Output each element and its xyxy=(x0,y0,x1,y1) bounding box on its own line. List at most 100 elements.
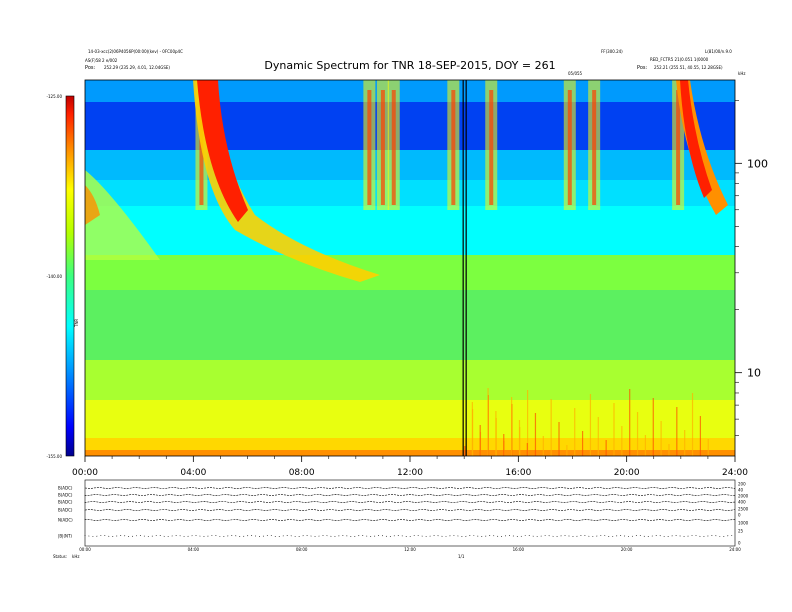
lower-x-tick-2: 08:00 xyxy=(296,547,308,552)
spike-25 xyxy=(660,421,662,456)
y-tick-label-10: 10 xyxy=(747,367,761,380)
spectrum-band-lightcyan xyxy=(85,150,735,206)
spike-23 xyxy=(644,435,647,456)
lower-x-tick-6: 24:00 xyxy=(729,547,741,552)
time-marker xyxy=(462,80,467,456)
header-right-line-4: Pos: xyxy=(637,65,648,71)
spike-22 xyxy=(636,412,639,456)
spike-13 xyxy=(566,445,568,456)
spike-33 xyxy=(479,425,481,456)
lower-right-tick-6: 1000 xyxy=(738,521,749,526)
header-right-line-1: FF(300.24) xyxy=(601,49,623,54)
spike-0 xyxy=(464,446,466,456)
spike-11 xyxy=(550,399,552,456)
colorbar-frame xyxy=(65,95,75,457)
x-tick-label-2: 08:00 xyxy=(289,468,315,478)
colorbar-tick-bottom: -155.00 xyxy=(47,454,63,459)
header-mid-right: 05/055 xyxy=(568,71,583,76)
x-tick-label-0: 00:00 xyxy=(72,468,98,478)
x-tick-label-6: 24:00 xyxy=(722,468,748,478)
lower-label-1: B(ADC) xyxy=(58,493,73,498)
spike-26 xyxy=(668,444,670,456)
spike-15 xyxy=(581,431,584,456)
spike-31 xyxy=(707,439,709,456)
spike-18 xyxy=(605,440,607,456)
spike-17 xyxy=(597,417,599,456)
burst-4-core xyxy=(451,90,456,205)
burst-2-core xyxy=(380,90,385,205)
burst-1-core xyxy=(367,90,372,205)
frequency-axis: kHz 10 100 xyxy=(735,71,768,437)
event-04h-halo xyxy=(193,80,380,282)
spike-39 xyxy=(526,443,528,456)
spike-16 xyxy=(589,394,592,456)
header-right: FF(300.24) L(81/00/n.9.0 RED_FCTR5 21(0.… xyxy=(568,49,732,76)
colorbar xyxy=(66,96,74,456)
header-left: 14-03-xcc(2)06P4056P(00:00)(kev) - 0FC00… xyxy=(85,49,183,71)
lower-label-0: B(ADC) xyxy=(58,486,73,491)
y-tick-label-100: 100 xyxy=(747,157,768,170)
spectrogram xyxy=(85,80,735,456)
header-left-line-2: AS(F)58 2 e/002 xyxy=(85,58,118,63)
spike-12 xyxy=(558,422,560,456)
x-tick-label-1: 04:00 xyxy=(180,468,206,478)
spectrum-band-lightblue-top xyxy=(85,80,735,102)
x-tick-label-3: 12:00 xyxy=(397,468,423,478)
header-left-line-3: Pos: xyxy=(85,65,96,71)
event-22h-core xyxy=(680,80,712,198)
lower-right-tick-7: 25 xyxy=(738,529,744,534)
spectrum-band-orange xyxy=(85,450,735,456)
spike-8 xyxy=(527,390,529,456)
spectrum-band-lightgreen xyxy=(85,255,735,295)
lower-label-3: B(ADC) xyxy=(58,508,73,513)
lower-x-tick-5: 20:00 xyxy=(621,547,633,552)
colorbar-tick-top: -125.00 xyxy=(47,94,63,99)
spike-32 xyxy=(471,402,473,456)
spike-34 xyxy=(487,388,489,456)
lower-trace-1 xyxy=(84,494,736,496)
lower-panels: B(ADC) B(ADC) B(ADC) B(ADC) N(ADC) |B|(NT) 200… xyxy=(58,479,749,552)
spectrum-band-yellow xyxy=(85,400,735,440)
burst-7-core xyxy=(592,90,597,205)
early-emission-core xyxy=(85,185,100,225)
spike-24 xyxy=(652,398,654,456)
lower-trace-0 xyxy=(84,487,736,489)
spike-21 xyxy=(629,389,631,456)
x-tick-label-4: 16:00 xyxy=(505,468,531,478)
lower-label-4: N(ADC) xyxy=(58,518,73,523)
lower-right-tick-4: 2500 xyxy=(738,507,749,512)
lower-right-tick-1: 40 xyxy=(738,488,744,493)
lower-right-tick-2: 2000 xyxy=(738,494,749,499)
x-tick-label-5: 20:00 xyxy=(614,468,640,478)
lower-right-tick-0: 200 xyxy=(738,482,746,487)
spike-35 xyxy=(495,411,497,456)
header-left-line-1: 14-03-xcc(2)06P4056P(00:00)(kev) - 0FC00… xyxy=(88,49,183,54)
time-axis: 00:00 04:00 08:00 12:00 16:00 20:00 24:00 xyxy=(72,456,748,478)
lower-panels-frame xyxy=(84,479,736,547)
spike-30 xyxy=(699,416,701,456)
spike-10 xyxy=(542,436,544,456)
header-right-line-3: RED_FCTR5 21(0.051 1(0000 xyxy=(650,57,709,62)
colorbar-tick-mid: -140.00 xyxy=(47,274,63,279)
lower-label-2: B(ADC) xyxy=(58,500,73,505)
spike-14 xyxy=(574,408,576,456)
spike-20 xyxy=(621,426,623,456)
spike-37 xyxy=(511,397,513,456)
status-unit: kHz xyxy=(72,554,79,559)
lower-x-tick-3: 12:00 xyxy=(404,547,416,552)
burst-8-core xyxy=(676,90,681,205)
spectrum-band-yellowgreen xyxy=(85,360,735,405)
bottom-spikes xyxy=(464,388,709,456)
early-emission xyxy=(85,170,160,260)
header-left-line-4: 252.29 (235.29, 4.01, 12.04GSE) xyxy=(104,65,170,70)
lower-right-tick-3: 400 xyxy=(738,500,746,505)
colorbar-label: TNR xyxy=(74,319,79,328)
event-04h-core xyxy=(197,80,248,222)
chart-title: Dynamic Spectrum for TNR 18-SEP-2015, DO… xyxy=(264,59,555,72)
spectrum-band-green xyxy=(85,290,735,365)
frequency-unit: kHz xyxy=(738,71,745,76)
burst-3-core xyxy=(391,90,396,205)
status-mark: 1/1 xyxy=(458,554,465,559)
lower-x-tick-1: 04:00 xyxy=(188,547,200,552)
lower-right-tick-5: 0 xyxy=(738,513,741,518)
